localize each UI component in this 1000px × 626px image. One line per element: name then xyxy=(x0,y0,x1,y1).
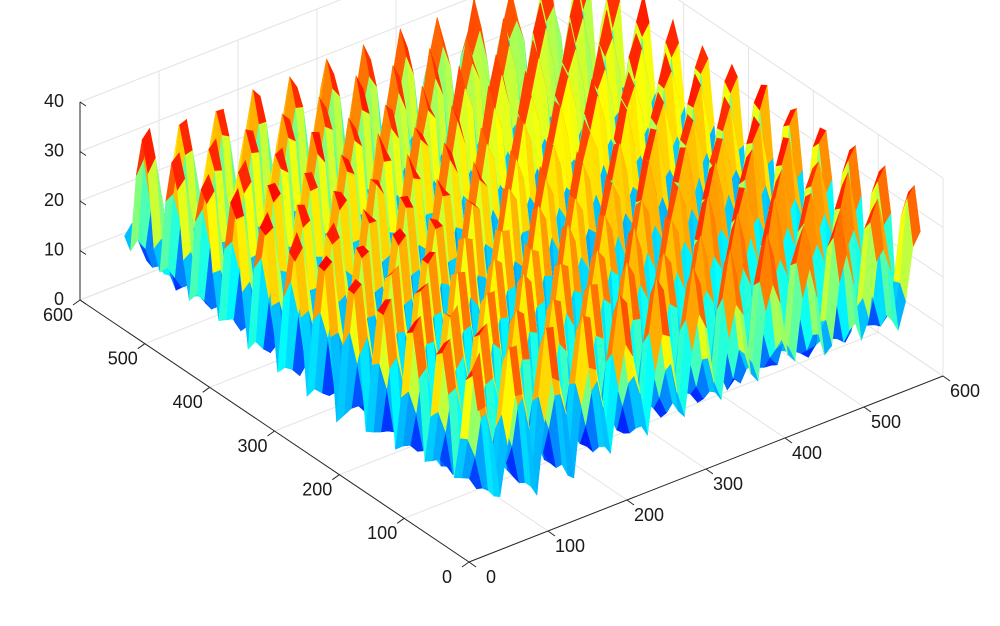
y-tick-label: 600 xyxy=(43,305,73,325)
x-tick-mark xyxy=(784,437,793,444)
x-tick-label: 0 xyxy=(486,567,496,587)
z-tick-label: 10 xyxy=(44,239,64,259)
z-tick-label: 30 xyxy=(44,140,64,160)
x-tick-mark xyxy=(863,406,872,413)
side-wall-grid-line xyxy=(677,0,944,179)
z-tick-label: 40 xyxy=(44,91,64,111)
y-tick-label: 100 xyxy=(367,523,397,543)
back-wall-grid-line xyxy=(79,0,342,103)
x-tick-mark xyxy=(942,375,951,382)
x-tick-mark xyxy=(705,468,714,475)
x-tick-label: 200 xyxy=(634,505,664,525)
z-tick-label: 0 xyxy=(54,289,64,309)
y-tick-mark xyxy=(461,561,470,568)
back-wall-grid-line xyxy=(79,0,468,152)
y-tick-mark xyxy=(202,386,210,393)
surface-patch xyxy=(580,0,587,12)
y-tick-label: 500 xyxy=(108,348,138,368)
x-tick-label: 600 xyxy=(950,381,980,401)
x-tick-mark xyxy=(547,530,556,537)
x-tick-mark xyxy=(626,499,635,506)
surface-patch xyxy=(471,352,486,412)
y-tick-label: 400 xyxy=(173,392,203,412)
x-tick-label: 300 xyxy=(713,474,743,494)
y-tick-mark xyxy=(137,343,146,350)
y-tick-mark xyxy=(72,299,81,306)
z-tick-mark xyxy=(79,200,87,206)
y-tick-mark xyxy=(267,430,275,437)
x-tick-mark xyxy=(468,561,477,568)
y-tick-label: 0 xyxy=(442,567,452,587)
surface-layer xyxy=(124,0,921,497)
axis-layer xyxy=(72,101,951,568)
y-tick-mark xyxy=(332,474,340,481)
z-tick-mark xyxy=(79,101,87,107)
y-tick-mark xyxy=(396,517,405,524)
z-tick-mark xyxy=(79,151,87,156)
x-tick-label: 500 xyxy=(871,412,901,432)
x-tick-label: 100 xyxy=(555,536,585,556)
y-tick-label: 300 xyxy=(237,436,267,456)
z-tick-label: 20 xyxy=(44,190,64,210)
tick-labels: 0100200300400500600010020030040050060001… xyxy=(43,91,980,587)
y-tick-label: 200 xyxy=(302,479,332,499)
z-tick-mark xyxy=(79,250,87,255)
z-tick-mark xyxy=(79,299,87,305)
x-tick-label: 400 xyxy=(792,443,822,463)
